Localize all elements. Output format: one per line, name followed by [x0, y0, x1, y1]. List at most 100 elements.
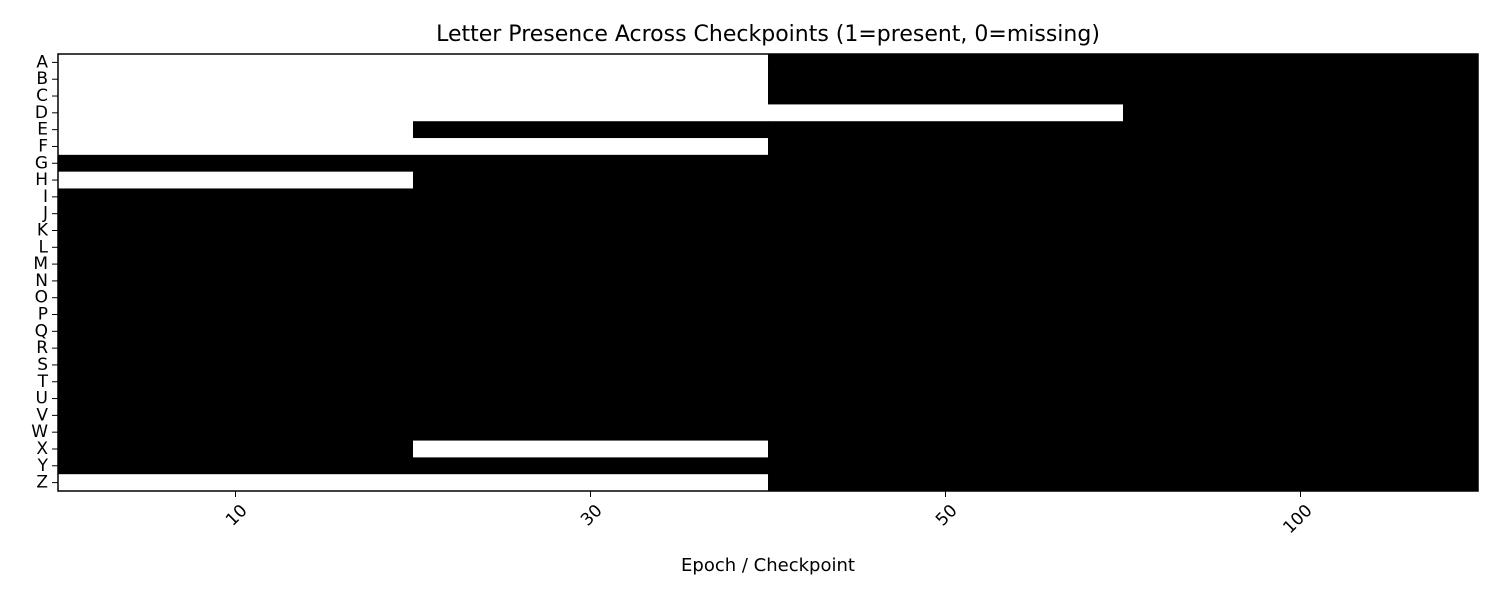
y-tick-label: S — [37, 355, 48, 375]
heatmap-cell — [1123, 272, 1479, 290]
plot-frame — [57, 53, 1479, 492]
heatmap-cell — [413, 54, 769, 72]
heatmap-cell — [1123, 356, 1479, 374]
y-tick-label: U — [36, 389, 48, 409]
heatmap-cell — [768, 104, 1124, 122]
heatmap-cell — [1123, 289, 1479, 307]
heatmap-cell — [768, 339, 1124, 358]
chart-title: Letter Presence Across Checkpoints (1=pr… — [436, 22, 1100, 47]
y-tick-label: H — [35, 170, 48, 190]
y-tick-label: F — [38, 136, 48, 156]
heatmap-cell — [58, 406, 414, 425]
heatmap-cell — [1123, 121, 1479, 139]
heatmap-cell — [1123, 306, 1479, 324]
heatmap-cell — [413, 205, 769, 223]
heatmap-cell — [768, 272, 1124, 290]
x-tick-label: 30 — [577, 501, 606, 530]
heatmap-cell — [413, 222, 769, 240]
heatmap-cell — [58, 322, 414, 341]
heatmap-cell — [413, 474, 769, 492]
heatmap-cell — [768, 70, 1124, 89]
heatmap-cell — [413, 339, 769, 358]
heatmap-cell — [58, 121, 414, 139]
heatmap-cell — [1123, 104, 1479, 122]
heatmap-cell — [413, 322, 769, 341]
y-tick-label: B — [36, 69, 48, 89]
heatmap-cell — [768, 322, 1124, 341]
heatmap-cell — [58, 356, 414, 374]
heatmap-cell — [58, 222, 414, 240]
heatmap-cell — [1123, 440, 1479, 458]
heatmap-cell — [413, 171, 769, 189]
heatmap-cell — [413, 440, 769, 458]
heatmap-cell — [768, 238, 1124, 257]
y-tick-label: I — [43, 187, 48, 207]
heatmap-cell — [58, 238, 414, 257]
x-axis: 10 30 50 100 — [222, 491, 1317, 538]
heatmap-cell — [58, 440, 414, 458]
y-tick-label: A — [36, 52, 48, 72]
heatmap-cell — [768, 205, 1124, 223]
y-tick-label: G — [35, 153, 48, 173]
heatmap-cell — [768, 390, 1124, 408]
heatmap-cell — [1123, 171, 1479, 189]
y-tick-label: O — [35, 288, 48, 308]
heatmap-cell — [413, 272, 769, 290]
heatmap-cell — [768, 222, 1124, 240]
y-tick-label: D — [35, 103, 48, 123]
heatmap-cell — [1123, 339, 1479, 358]
heatmap-cell — [413, 457, 769, 475]
y-tick-label: Q — [35, 321, 48, 341]
heatmap-cell — [768, 171, 1124, 189]
heatmap-cell — [58, 272, 414, 290]
heatmap-cell — [58, 54, 414, 72]
y-tick-label: P — [38, 305, 48, 325]
heatmap-cells — [58, 54, 1479, 492]
heatmap-cell — [768, 356, 1124, 374]
y-tick-label: W — [31, 422, 48, 442]
heatmap-cell — [58, 104, 414, 122]
heatmap-cell — [58, 87, 414, 105]
heatmap-cell — [1123, 154, 1479, 173]
y-tick-label: V — [36, 405, 48, 425]
y-tick-label: T — [37, 372, 49, 392]
heatmap-cell — [1123, 188, 1479, 206]
heatmap-cell — [58, 289, 414, 307]
heatmap-cell — [768, 138, 1124, 156]
heatmap-cell — [58, 171, 414, 189]
heatmap-cell — [413, 121, 769, 139]
heatmap-cell — [413, 255, 769, 273]
y-tick-label: J — [42, 204, 48, 224]
heatmap-cell — [1123, 406, 1479, 425]
heatmap-cell — [768, 289, 1124, 307]
y-tick-label: R — [36, 338, 48, 358]
heatmap-cell — [58, 423, 414, 442]
heatmap-cell — [768, 121, 1124, 139]
heatmap-cell — [413, 356, 769, 374]
heatmap-cell — [58, 255, 414, 273]
heatmap-cell — [58, 390, 414, 408]
heatmap-cell — [413, 104, 769, 122]
y-tick-label: N — [35, 271, 48, 291]
heatmap-cell — [768, 154, 1124, 173]
heatmap-cell — [768, 54, 1124, 72]
heatmap-cell — [768, 406, 1124, 425]
heatmap-cell — [1123, 205, 1479, 223]
heatmap-cell — [413, 306, 769, 324]
heatmap-cell — [1123, 70, 1479, 89]
heatmap-cell — [768, 423, 1124, 442]
heatmap-cell — [1123, 54, 1479, 72]
heatmap-cell — [1123, 373, 1479, 391]
y-tick-label: K — [37, 220, 49, 240]
y-tick-label: C — [36, 86, 48, 106]
heatmap-cell — [1123, 222, 1479, 240]
x-tick-label: 100 — [1279, 501, 1316, 538]
heatmap-cell — [58, 205, 414, 223]
heatmap-cell — [413, 390, 769, 408]
heatmap-cell — [768, 457, 1124, 475]
heatmap-cell — [413, 87, 769, 105]
heatmap-cell — [58, 138, 414, 156]
heatmap-cell — [1123, 423, 1479, 442]
heatmap-cell — [58, 154, 414, 173]
heatmap-cell — [58, 306, 414, 324]
